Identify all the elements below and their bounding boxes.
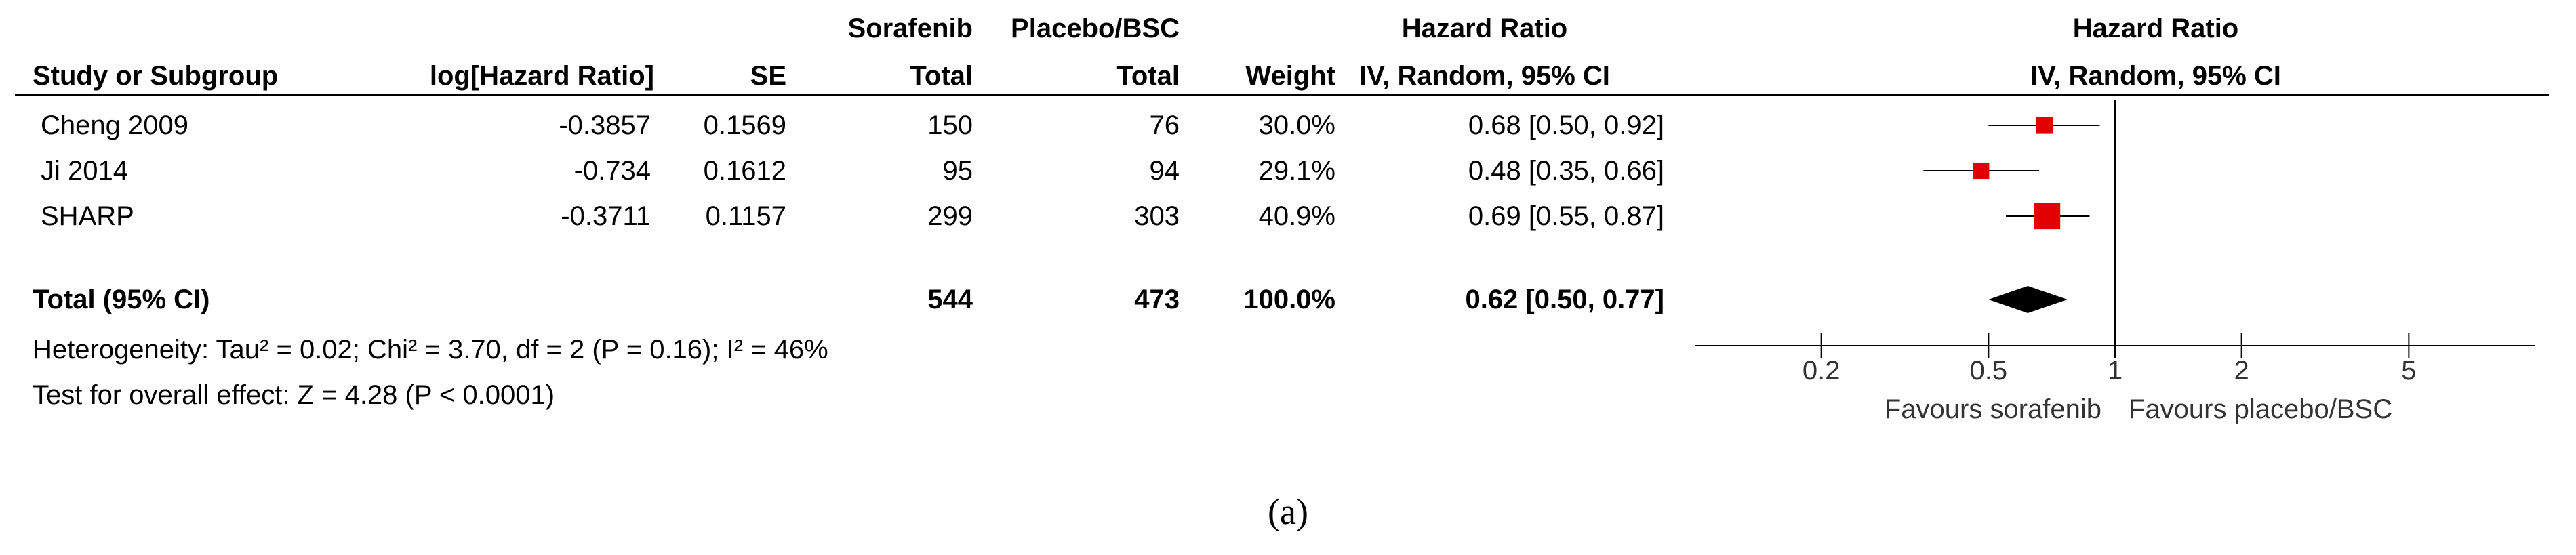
study-weight: 40.9% [1258,201,1335,231]
favours-left-label: Favours sorafenib [1885,394,2101,424]
study-se: 0.1612 [703,156,786,186]
study-loghr: -0.734 [573,156,651,186]
x-tick-label: 1 [2108,356,2122,386]
favours-right-label: Favours placebo/BSC [2129,394,2392,424]
x-tick-label: 0.5 [1970,356,2008,386]
header-plot-hazard-ratio: Hazard Ratio [2072,14,2239,43]
header-sorafenib: Sorafenib [847,14,973,43]
study-hr-ci: 0.69 [0.55, 0.87] [1468,201,1664,231]
total-label: Total (95% CI) [33,285,210,314]
study-total-placebo: 94 [1149,156,1180,186]
study-name: Ji 2014 [41,156,128,186]
x-tick-label: 5 [2401,356,2416,386]
study-marker [1973,162,1990,180]
study-se: 0.1157 [705,201,786,231]
column-header-total-sorafenib: Total [910,61,973,91]
column-header-effect-method: IV, Random, 95% CI [1359,61,1610,91]
study-name: Cheng 2009 [41,110,188,140]
column-header-plot-method: IV, Random, 95% CI [2030,61,2281,91]
x-tick-label: 0.2 [1803,356,1840,386]
study-se: 0.1569 [703,110,786,140]
header-placebo-bsc: Placebo/BSC [1011,14,1180,43]
study-weight: 30.0% [1258,110,1335,140]
column-header-total-placebo: Total [1116,61,1180,91]
header-rule [15,94,2549,96]
total-weight: 100.0% [1243,285,1335,314]
study-marker [2036,117,2053,134]
study-total-sorafenib: 95 [942,156,973,186]
column-header-loghr: log[Hazard Ratio] [429,61,654,91]
study-total-sorafenib: 150 [927,110,973,140]
total-hr-ci: 0.62 [0.50, 0.77] [1465,285,1664,314]
figure-caption: (a) [1268,491,1308,532]
study-total-placebo: 303 [1134,201,1180,231]
total-sorafenib: 544 [927,285,973,314]
study-name: SHARP [41,201,134,231]
heterogeneity-text: Heterogeneity: Tau² = 0.02; Chi² = 3.70,… [33,335,828,365]
total-placebo: 473 [1134,285,1180,314]
study-loghr: -0.3857 [559,110,651,140]
study-hr-ci: 0.68 [0.50, 0.92] [1468,110,1664,140]
study-marker [2034,203,2061,230]
x-tick-label: 2 [2234,356,2249,386]
column-header-weight: Weight [1245,61,1335,91]
summary-diamond [1988,286,2068,313]
column-header-study: Study or Subgroup [33,61,279,91]
study-total-placebo: 76 [1149,110,1180,140]
study-hr-ci: 0.48 [0.35, 0.66] [1468,156,1664,186]
header-hazard-ratio: Hazard Ratio [1401,14,1568,43]
study-total-sorafenib: 299 [927,201,973,231]
study-weight: 29.1% [1258,156,1335,186]
overall-effect-text: Test for overall effect: Z = 4.28 (P < 0… [33,380,555,410]
study-loghr: -0.3711 [561,201,651,231]
column-header-se: SE [750,61,786,91]
